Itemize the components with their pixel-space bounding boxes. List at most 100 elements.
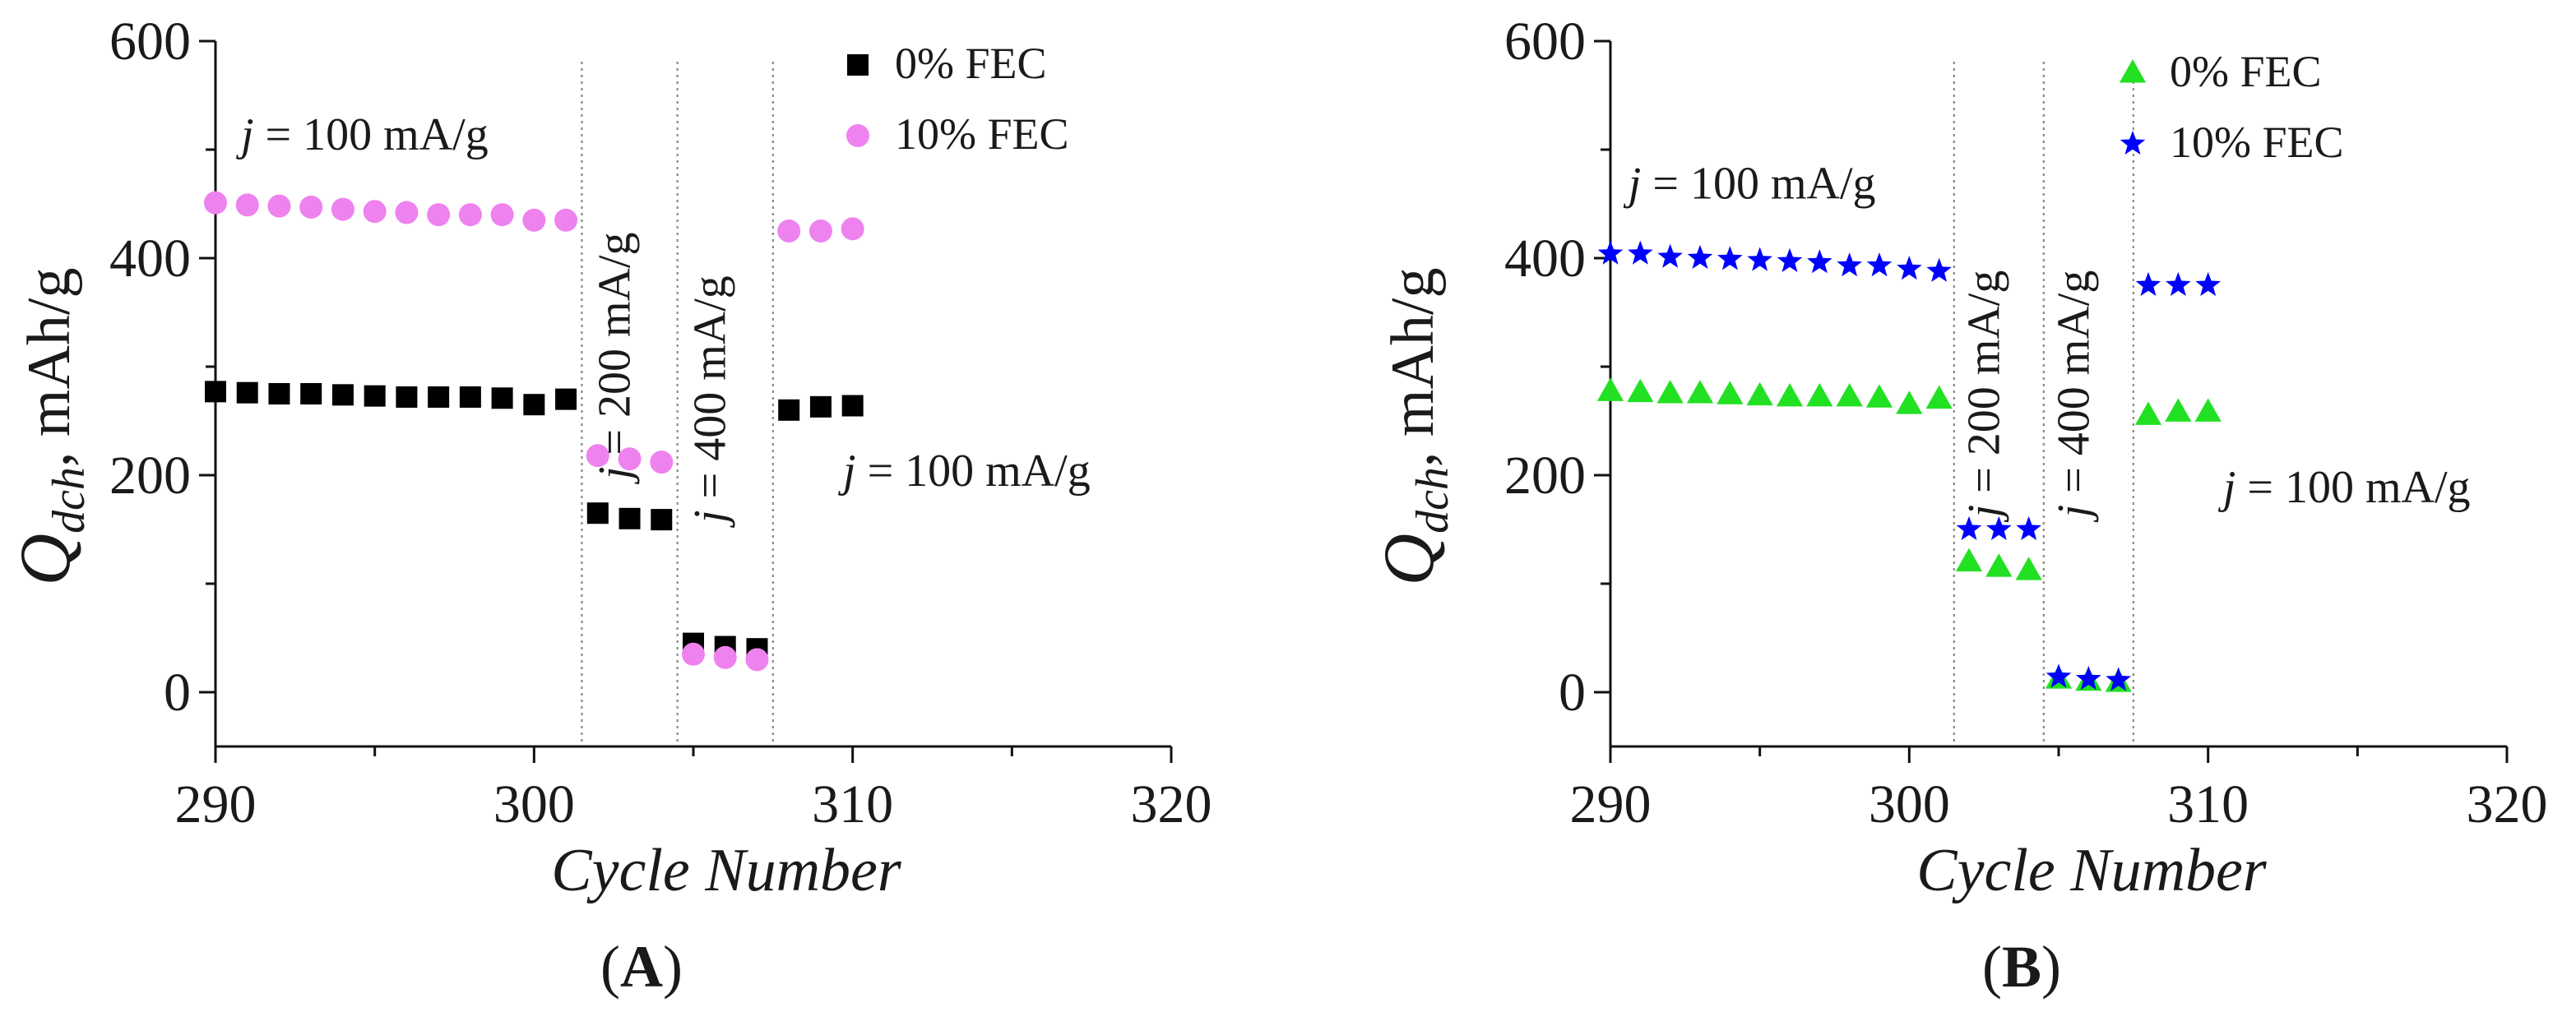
current-density-annotation: j = 100 mA/g [236,109,489,160]
data-point [2134,401,2162,425]
data-point [1985,553,2013,577]
annotation-j-symbol: j [236,109,254,160]
data-point [1657,243,1683,268]
data-point [331,197,354,221]
data-point [428,386,450,408]
x-tick-label: 300 [493,774,575,834]
annotation-value: = 400 mA/g [2048,270,2099,505]
data-point [1717,246,1743,270]
data-point [299,195,323,219]
series-0-fec [1596,377,2222,692]
data-point [1836,383,1863,407]
data-point [808,219,832,243]
legend-marker [846,124,869,147]
data-point [364,385,386,407]
annotation-value: = 400 mA/g [685,275,736,510]
data-point [1866,252,1893,277]
data-point [2015,557,2042,580]
chart-panel-b: 290 300 310 320 0 200 400 600 Cycle Number Qdch, … [1369,12,2548,1000]
data-point [331,384,354,406]
data-point [300,383,322,404]
data-point [1806,383,1833,407]
legend: 0% FEC 10% FEC [846,39,1069,159]
data-point [363,200,387,224]
data-point [522,208,546,232]
x-tick-label: 300 [1869,774,1950,834]
data-point [1926,257,1952,282]
data-point [2046,663,2072,688]
data-point [268,383,290,404]
panel-label: (A) [600,934,683,1000]
legend-label: 10% FEC [895,109,1069,159]
x-tick-label: 320 [2467,774,2548,834]
data-point [841,395,864,417]
data-point [618,447,642,471]
data-point [555,388,577,410]
data-point [236,381,258,404]
data-point [1596,377,1624,401]
data-point [1865,384,1893,408]
current-density-annotation: j = 100 mA/g [1624,158,1876,209]
data-point [2195,271,2221,296]
x-tick-label: 310 [812,774,893,834]
data-point [2194,398,2222,422]
annotation-j-symbol: j [1624,158,1642,209]
data-point [619,507,641,529]
legend-marker [2120,130,2146,155]
data-point [2076,666,2101,691]
data-point [1687,244,1713,269]
x-axis-title: Cycle Number [1916,837,2268,904]
series-10-fec [204,191,864,672]
annotation-j-symbol: j [2218,462,2236,513]
y-axis-title-subscript: dch [1407,467,1458,534]
annotation-j-symbol: j [685,510,736,528]
y-axis-title-q: Q [1369,534,1449,586]
annotation-j-symbol: j [2048,505,2099,523]
data-point [1656,380,1684,404]
x-tick-label: 320 [1131,774,1212,834]
data-point [1746,381,1773,406]
data-point [235,193,259,217]
data-point [650,451,674,474]
data-point [778,399,800,421]
data-point [427,203,451,227]
data-point [1597,240,1624,265]
data-point [841,217,864,241]
annotation-value: = 100 mA/g [856,446,1091,497]
series-10-fec [1597,240,2221,691]
y-tick-label: 0 [164,663,191,723]
data-point [490,203,514,227]
data-point [2016,515,2041,540]
legend-label: 0% FEC [2170,47,2322,96]
data-point [809,395,832,418]
current-density-annotation: j = 400 mA/g [2048,270,2099,523]
chart-panel-a: 290 300 310 320 0 200 400 600 Cycle Number Qdch, … [6,12,1212,1000]
y-tick-label: 600 [109,12,191,72]
data-point [2106,667,2131,691]
panel-label-open-paren: ( [600,934,620,1000]
y-axis-title: Qdch, mAh/g [6,268,95,586]
x-tick-label: 310 [2167,774,2249,834]
panel-label: (B) [1982,934,2061,1000]
annotation-j-symbol: j [590,467,641,485]
data-point [1896,390,1923,414]
data-point [1747,247,1772,271]
annotation-j-symbol: j [1958,505,2009,523]
y-axis-title-units: , mAh/g [1379,268,1447,468]
data-point [745,648,769,672]
data-point [586,502,609,524]
data-point [459,386,481,408]
legend-label: 10% FEC [2170,118,2344,167]
data-point [205,381,226,403]
data-point [554,208,578,232]
data-point [682,642,705,666]
data-point [523,394,545,416]
data-point [2166,271,2191,296]
data-point [1837,252,1862,277]
data-point [1955,548,1983,572]
y-tick-label: 200 [1504,446,1586,506]
x-axis-title: Cycle Number [551,837,902,904]
panel-label-letter: B [2002,934,2041,1000]
current-density-annotation: j = 200 mA/g [590,232,641,484]
legend-marker [847,54,869,76]
